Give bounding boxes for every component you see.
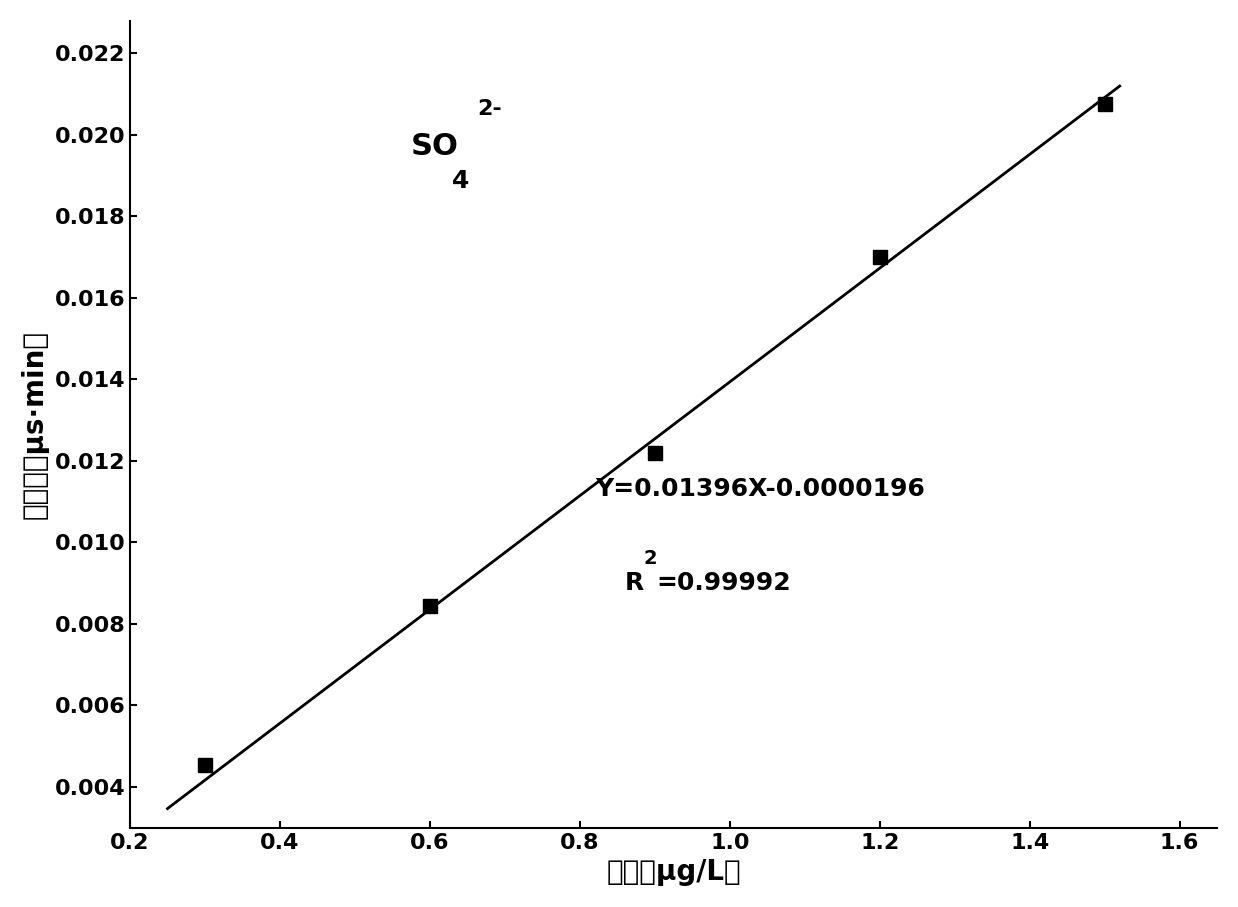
- Text: 4: 4: [452, 169, 469, 193]
- X-axis label: 浓度（μg/L）: 浓度（μg/L）: [607, 858, 740, 886]
- Text: R: R: [625, 571, 644, 595]
- Text: =0.99992: =0.99992: [656, 571, 791, 595]
- Text: SO: SO: [411, 132, 459, 161]
- Text: 2: 2: [644, 550, 657, 569]
- Y-axis label: 峰面积（μs·min）: 峰面积（μs·min）: [21, 330, 48, 519]
- Text: 2-: 2-: [477, 99, 501, 119]
- Text: Y=0.01396X-0.0000196: Y=0.01396X-0.0000196: [594, 477, 925, 502]
